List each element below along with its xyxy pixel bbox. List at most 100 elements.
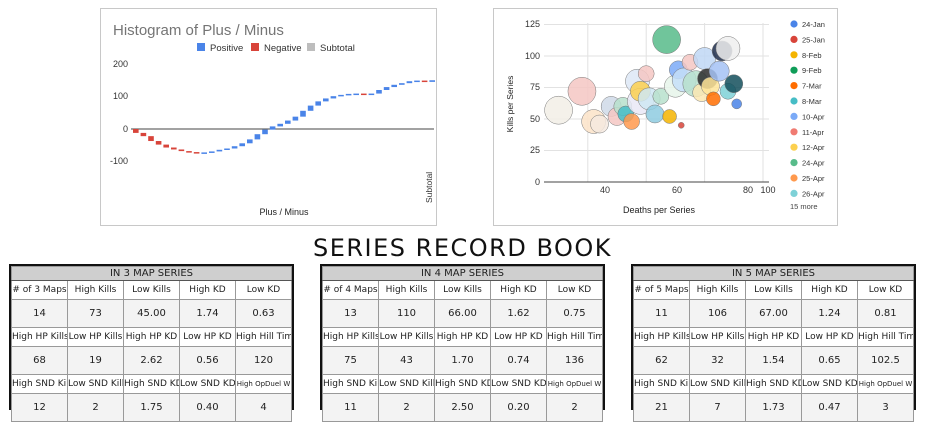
- header-cell: High OpDuel W: [857, 374, 914, 394]
- scatter-legend-label: 8-Feb: [802, 51, 822, 60]
- hist-bar: [254, 134, 261, 140]
- table-4-map: IN 4 MAP SERIES # of 4 Maps High Kills L…: [320, 264, 605, 422]
- value-cell: 13: [322, 299, 379, 328]
- scatter-bubble: [652, 88, 670, 105]
- scatter-legend-more[interactable]: 15 more: [790, 202, 818, 211]
- scatter-xtick-40: 40: [600, 185, 610, 195]
- value-cell: 0.40: [179, 393, 236, 422]
- scatter-xtick-60: 60: [672, 185, 682, 195]
- value-cell: 11: [322, 393, 379, 422]
- hist-bar: [391, 84, 397, 88]
- header-cell: Low Kills: [745, 280, 802, 300]
- hist-bar: [292, 116, 299, 121]
- scatter-legend-dot: [790, 97, 798, 105]
- value-cell: 3: [857, 393, 914, 422]
- value-cell: 68: [11, 346, 68, 375]
- scatter-xtick-80: 80: [743, 185, 753, 195]
- scatter-legend-label: 12-Apr: [802, 143, 825, 152]
- table-3-map: IN 3 MAP SERIES # of 3 Maps High Kills L…: [9, 264, 294, 422]
- header-cell: High HP KD: [123, 327, 180, 347]
- scatter-bubble: [724, 74, 744, 93]
- hist-bar: [376, 90, 382, 94]
- value-cell: 14: [11, 299, 68, 328]
- scatter-ytick-50: 50: [530, 114, 540, 124]
- scatter-legend-dot: [790, 51, 798, 59]
- value-cell: 75: [322, 346, 379, 375]
- hist-bar: [140, 132, 147, 137]
- hist-bar: [429, 80, 435, 82]
- scatter-xlabel: Deaths per Series: [623, 205, 696, 215]
- scatter-legend: 24-Jan 25-Jan 8-Feb 9-Feb 7-Mar 8-Mar 10-Apr 11…: [790, 20, 825, 198]
- scatter-bubble: [706, 91, 721, 107]
- scatter-bubble: [590, 114, 609, 134]
- hist-bar: [155, 141, 162, 145]
- header-cell: High Kills: [67, 280, 124, 300]
- header-cell: Low SND KD: [490, 374, 547, 394]
- hist-bar: [323, 98, 329, 102]
- value-cell: 0.81: [857, 299, 914, 328]
- header-cell: High Hill Time: [857, 327, 914, 347]
- value-cell: 11: [633, 299, 690, 328]
- scatter-chart: 125 100 75 50 25 0 40 60 80 100 Deaths p…: [493, 8, 838, 226]
- hist-bar: [193, 152, 200, 154]
- header-cell: # of 5 Maps: [633, 280, 690, 300]
- hist-subtotal-label: Subtotal: [424, 172, 434, 203]
- header-cell: Low SND Kills: [67, 374, 124, 394]
- header-cell: Low KD: [857, 280, 914, 300]
- hist-bar: [421, 80, 428, 83]
- value-cell: 1.75: [123, 393, 180, 422]
- legend-swatch-subtotal: [307, 43, 315, 51]
- hist-bar: [239, 143, 245, 147]
- value-cell: 0.65: [801, 346, 858, 375]
- hist-bar: [231, 146, 238, 149]
- hist-bar: [247, 139, 253, 144]
- header-cell: Low HP Kills: [67, 327, 124, 347]
- histogram-legend: Positive Negative Subtotal: [197, 43, 355, 54]
- legend-swatch-positive: [197, 43, 205, 51]
- value-cell: 32: [689, 346, 746, 375]
- value-cell: 19: [67, 346, 124, 375]
- value-cell: 73: [67, 299, 124, 328]
- header-cell: High HP KD: [745, 327, 802, 347]
- hist-ytick-200: 200: [113, 59, 128, 69]
- value-cell: 1.74: [179, 299, 236, 328]
- hist-bar: [186, 151, 192, 153]
- table-caption: IN 4 MAP SERIES: [322, 266, 603, 281]
- header-cell: High SND Kills: [11, 374, 68, 394]
- table-caption: IN 3 MAP SERIES: [11, 266, 292, 281]
- scatter-bubble: [544, 95, 573, 125]
- scatter-legend-label: 9-Feb: [802, 66, 822, 75]
- header-cell: High KD: [801, 280, 858, 300]
- histogram-bars: [133, 75, 445, 154]
- value-cell: 2: [378, 393, 435, 422]
- scatter-legend-dot: [790, 82, 798, 90]
- scatter-legend-dot: [790, 112, 798, 120]
- histogram-title: Histogram of Plus / Minus: [113, 22, 284, 39]
- scatter-bubble: [731, 98, 742, 110]
- scatter-bubbles: [544, 25, 744, 134]
- value-cell: 136: [546, 346, 603, 375]
- value-cell: 21: [633, 393, 690, 422]
- scatter-legend-label: 8-Mar: [802, 97, 822, 106]
- scatter-ytick-100: 100: [525, 51, 540, 61]
- hist-bar: [383, 87, 390, 90]
- header-cell: Low SND Kills: [689, 374, 746, 394]
- scatter-legend-dot: [790, 143, 798, 151]
- header-cell: High Kills: [689, 280, 746, 300]
- hist-bar: [285, 120, 291, 124]
- hist-bar: [300, 110, 306, 117]
- scatter-legend-dot: [790, 66, 798, 74]
- header-cell: Low KD: [546, 280, 603, 300]
- value-cell: 102.5: [857, 346, 914, 375]
- hist-bar: [224, 148, 230, 150]
- scatter-legend-dot: [790, 20, 798, 28]
- scatter-legend-label: 26-Apr: [802, 189, 825, 198]
- scatter-ytick-125: 125: [525, 19, 540, 29]
- hist-bar: [163, 144, 169, 148]
- hist-bar: [345, 93, 352, 96]
- value-cell: 1.54: [745, 346, 802, 375]
- value-cell: 1.70: [434, 346, 491, 375]
- scatter-ytick-0: 0: [535, 177, 540, 187]
- scatter-bubble: [715, 36, 741, 61]
- hist-bar: [361, 93, 367, 96]
